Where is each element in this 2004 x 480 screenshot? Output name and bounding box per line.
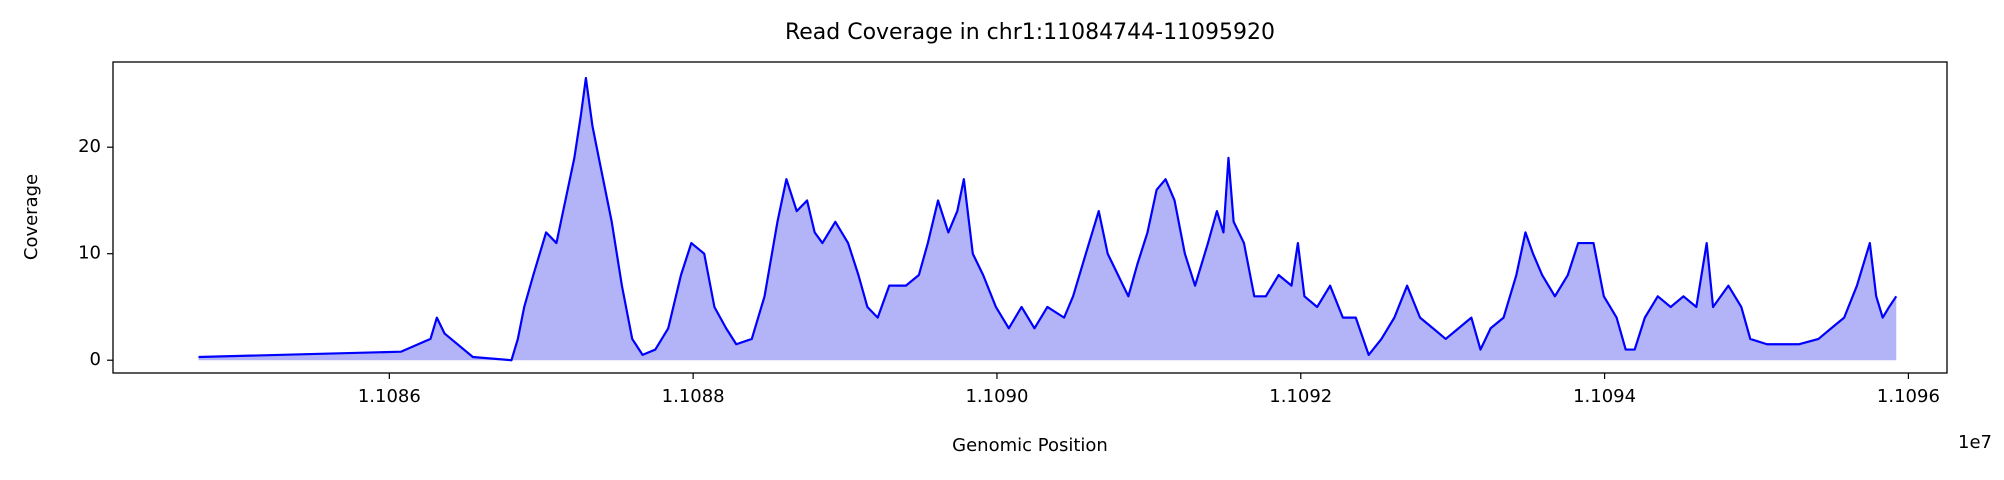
coverage-line [198,76,1898,362]
x-tick-label: 1.1090 [965,386,1028,407]
x-axis-label: Genomic Position [952,435,1108,456]
x-offset-label: 1e7 [1958,432,1992,453]
y-tick-label: 20 [78,136,101,157]
x-tick-label: 1.1088 [662,386,725,407]
chart-title: Read Coverage in chr1:11084744-11095920 [785,20,1275,45]
y-tick-label: 0 [90,349,101,370]
y-axis-label: Coverage [21,174,42,260]
plot-frame [112,61,1948,374]
x-tick-label: 1.1086 [358,386,421,407]
y-tick-label: 10 [78,243,101,264]
x-tick-label: 1.1092 [1269,386,1332,407]
x-tick-label: 1.1094 [1573,386,1636,407]
coverage-area [198,77,1897,361]
x-tick-label: 1.1096 [1877,386,1940,407]
